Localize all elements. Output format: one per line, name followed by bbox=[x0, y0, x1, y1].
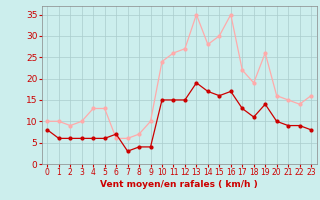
X-axis label: Vent moyen/en rafales ( km/h ): Vent moyen/en rafales ( km/h ) bbox=[100, 180, 258, 189]
